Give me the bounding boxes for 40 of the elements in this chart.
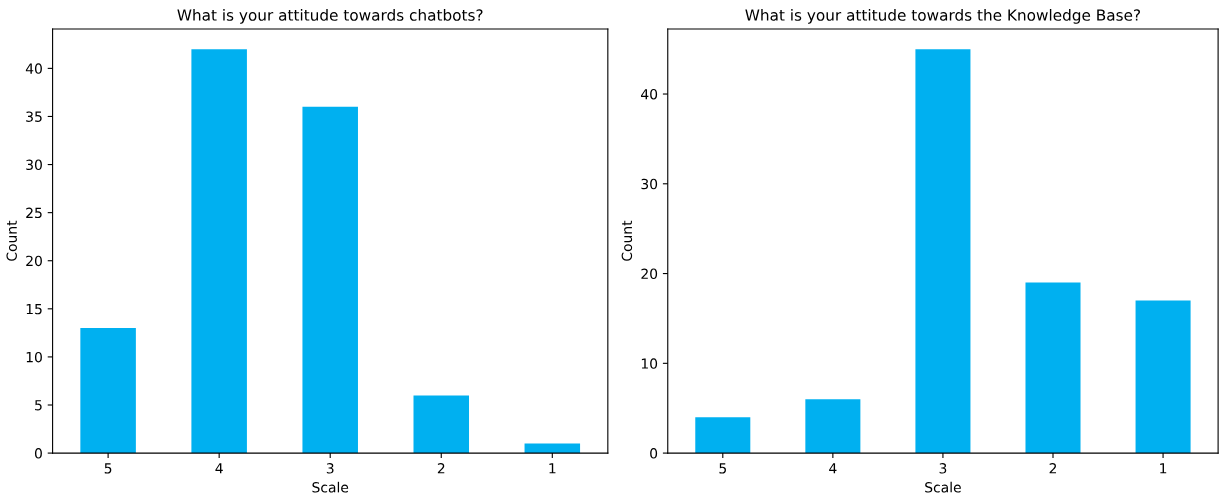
x-tick-label: 4 xyxy=(829,463,837,474)
chart-title: What is your attitude towards chatbots? xyxy=(177,9,483,24)
y-tick-label: 5 xyxy=(35,400,42,411)
y-tick-label: 0 xyxy=(34,448,42,459)
x-tick-label: 4 xyxy=(215,463,223,474)
y-tick-label: 40 xyxy=(25,63,42,74)
y-axis-title: Count xyxy=(621,220,633,261)
x-tick-label: 5 xyxy=(104,463,112,474)
x-tick-label: 5 xyxy=(719,463,726,474)
x-tick-label: 3 xyxy=(939,463,947,474)
bar xyxy=(1135,300,1191,454)
y-tick-label: 10 xyxy=(641,358,658,369)
y-axis-title: Count xyxy=(6,220,17,261)
bar xyxy=(302,106,358,454)
bar xyxy=(524,443,581,454)
x-tick-label: 3 xyxy=(326,463,334,474)
bar xyxy=(805,399,861,454)
chart-title: What is your attitude towards the Knowledge Base? xyxy=(745,9,1141,24)
x-tick-label: 1 xyxy=(1160,463,1167,474)
bar xyxy=(413,395,470,454)
y-tick-label: 30 xyxy=(641,178,658,190)
bar xyxy=(695,417,751,454)
y-tick-label: 0 xyxy=(650,448,658,459)
x-tick-label: 2 xyxy=(437,463,445,474)
x-tick-label: 2 xyxy=(1049,463,1057,474)
y-tick-label: 40 xyxy=(641,88,658,100)
bar xyxy=(915,49,971,454)
bar xyxy=(191,49,247,454)
y-tick-label: 15 xyxy=(26,303,42,315)
bar xyxy=(1025,282,1081,454)
y-tick-label: 35 xyxy=(26,111,42,122)
y-tick-label: 30 xyxy=(26,159,42,171)
y-tick-label: 10 xyxy=(26,351,42,363)
y-tick-label: 20 xyxy=(641,268,658,280)
x-axis-title: Scale xyxy=(925,481,961,493)
y-tick-label: 25 xyxy=(26,207,42,219)
x-axis-title: Scale xyxy=(312,481,349,493)
bar xyxy=(80,328,136,454)
y-tick-label: 20 xyxy=(26,255,42,267)
x-tick-label: 1 xyxy=(549,463,556,474)
